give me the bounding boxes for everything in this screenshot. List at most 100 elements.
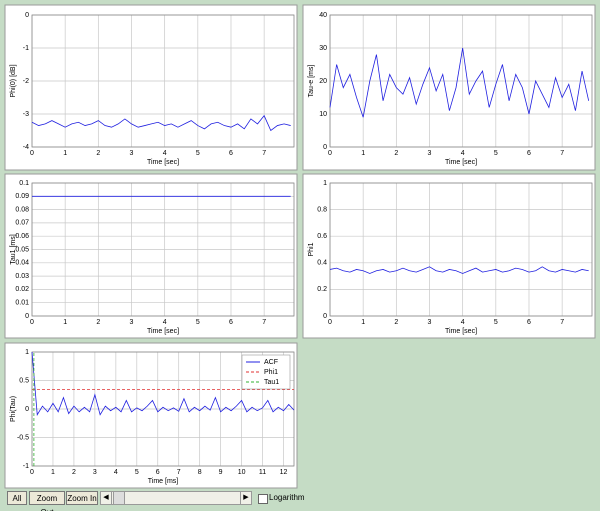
y-axis-label: Tau-e [ms]: [308, 65, 315, 98]
x-axis-label: Time [sec]: [445, 159, 477, 166]
legend-label: Tau1: [264, 379, 279, 386]
x-tick-label: 6: [229, 319, 233, 326]
series-line: [329, 266, 589, 274]
y-tick-label: 0: [323, 313, 327, 320]
y-tick-label: 0: [25, 12, 29, 19]
y-tick-label: -3: [23, 111, 29, 118]
x-tick-label: 0: [328, 150, 332, 157]
x-tick-label: 3: [428, 319, 432, 326]
y-tick-label: 0.5: [19, 377, 29, 384]
x-tick-label: 5: [494, 150, 498, 157]
y-tick-label: 0.4: [317, 260, 327, 267]
panel: [4, 4, 298, 171]
x-tick-label: 2: [96, 150, 100, 157]
x-tick-label: 4: [114, 469, 118, 476]
scroll-thumb[interactable]: [113, 491, 125, 505]
x-tick-label: 0: [30, 469, 34, 476]
y-tick-label: 0.01: [15, 300, 29, 307]
y-axis-label: Tau1 [ms]: [10, 234, 17, 264]
all-button[interactable]: All: [7, 491, 27, 505]
x-tick-label: 6: [229, 150, 233, 157]
log-checkbox[interactable]: [258, 494, 268, 504]
x-tick-label: 5: [196, 319, 200, 326]
y-tick-label: -1: [23, 463, 29, 470]
series-line: [31, 114, 291, 132]
series-line: [31, 351, 295, 416]
legend-label: ACF: [264, 359, 278, 366]
x-tick-label: 6: [156, 469, 160, 476]
panel: [4, 173, 298, 339]
scroll-left[interactable]: ◀: [100, 491, 112, 505]
x-tick-label: 7: [177, 469, 181, 476]
y-tick-label: 10: [319, 111, 327, 118]
x-tick-label: 1: [361, 319, 365, 326]
zoom-in-button[interactable]: Zoom In: [66, 491, 98, 505]
panel: [302, 4, 596, 171]
x-tick-label: 4: [461, 150, 465, 157]
x-tick-label: 0: [30, 319, 34, 326]
series-line: [329, 47, 590, 118]
y-tick-label: 0.04: [15, 260, 29, 267]
x-tick-label: 3: [130, 150, 134, 157]
y-tick-label: -1: [23, 45, 29, 52]
y-tick-label: 0.02: [15, 286, 29, 293]
plot-area: [329, 14, 593, 148]
y-tick-label: 0.8: [317, 206, 327, 213]
y-tick-label: 1: [323, 180, 327, 187]
y-axis-label: Phi(0) [dB]: [10, 64, 17, 97]
x-tick-label: 12: [280, 469, 288, 476]
plot-area: [31, 351, 295, 467]
x-tick-label: 7: [262, 150, 266, 157]
x-tick-label: 1: [63, 319, 67, 326]
y-tick-label: 0: [25, 406, 29, 413]
x-tick-label: 7: [560, 319, 564, 326]
x-tick-label: 1: [51, 469, 55, 476]
y-tick-label: 0.08: [15, 206, 29, 213]
x-tick-label: 5: [135, 469, 139, 476]
x-tick-label: 2: [394, 319, 398, 326]
log-label: Logarithm: [269, 493, 305, 502]
y-tick-label: -2: [23, 78, 29, 85]
y-tick-label: 30: [319, 45, 327, 52]
y-tick-label: 40: [319, 12, 327, 19]
y-tick-label: 1: [25, 349, 29, 356]
x-tick-label: 4: [461, 319, 465, 326]
x-tick-label: 2: [394, 150, 398, 157]
y-axis-label: Phi1: [308, 242, 315, 256]
x-tick-label: 2: [96, 319, 100, 326]
x-tick-label: 8: [198, 469, 202, 476]
plot-area: [31, 182, 295, 317]
y-tick-label: 0.05: [15, 246, 29, 253]
x-tick-label: 2: [72, 469, 76, 476]
y-tick-label: 0: [25, 313, 29, 320]
y-tick-label: 0.03: [15, 273, 29, 280]
y-tick-label: 0.06: [15, 233, 29, 240]
panel: [302, 173, 596, 339]
x-tick-label: 7: [560, 150, 564, 157]
plot-area: [329, 182, 593, 317]
x-tick-label: 1: [63, 150, 67, 157]
x-tick-label: 6: [527, 150, 531, 157]
x-tick-label: 0: [328, 319, 332, 326]
x-tick-label: 1: [361, 150, 365, 157]
x-tick-label: 3: [93, 469, 97, 476]
y-tick-label: 0.07: [15, 220, 29, 227]
x-tick-label: 5: [494, 319, 498, 326]
y-tick-label: 0.6: [317, 233, 327, 240]
y-tick-label: 20: [319, 78, 327, 85]
x-tick-label: 9: [219, 469, 223, 476]
y-tick-label: 0.1: [19, 180, 29, 187]
zoom-out-button[interactable]: Zoom Out: [29, 491, 65, 511]
x-tick-label: 6: [527, 319, 531, 326]
x-tick-label: 4: [163, 150, 167, 157]
legend-label: Phi1: [264, 369, 278, 376]
x-axis-label: Time [sec]: [147, 328, 179, 335]
x-tick-label: 5: [196, 150, 200, 157]
x-tick-label: 10: [238, 469, 246, 476]
y-tick-label: 0: [323, 144, 327, 151]
x-tick-label: 3: [428, 150, 432, 157]
x-tick-label: 0: [30, 150, 34, 157]
scroll-right[interactable]: ▶: [240, 491, 252, 505]
